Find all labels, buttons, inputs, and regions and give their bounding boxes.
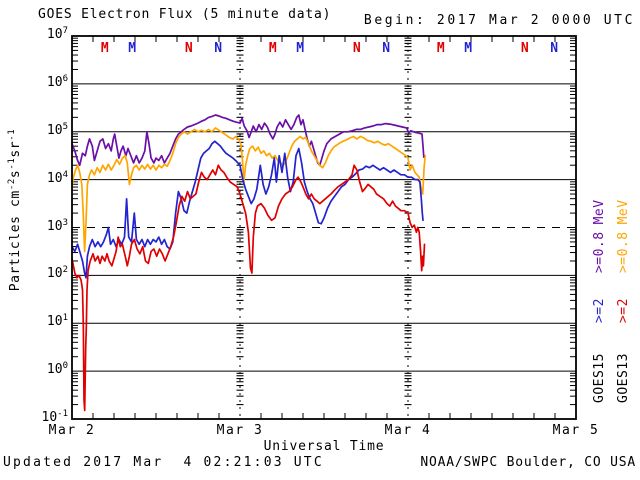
series-line-goes15_gt08: [71, 114, 425, 167]
marker-m-goes15: M: [464, 41, 473, 56]
x-tick-label: Mar 2: [48, 423, 96, 438]
marker-m-goes15: M: [128, 41, 137, 56]
marker-m-goes13: M: [100, 41, 109, 56]
marker-n-goes13: N: [520, 41, 529, 56]
chart-title: GOES Electron Flux (5 minute data): [38, 7, 332, 22]
x-tick-label: Mar 5: [552, 423, 600, 438]
y-gridlines: [72, 83, 576, 372]
legend-goes13-satellite-label: GOES13: [616, 353, 631, 403]
marker-n-goes15: N: [214, 41, 223, 56]
series-line-goes13_gt2: [71, 164, 426, 412]
legend-goes15-satellite-label: GOES15: [592, 353, 607, 403]
day-boundary-lines: [236, 36, 412, 419]
legend-goes15-unit-label: MeV: [592, 199, 607, 225]
x-tick-label: Mar 3: [216, 423, 264, 438]
credit-text: NOAA/SWPC Boulder, CO USA: [420, 455, 636, 470]
y-tick-label: 102: [46, 265, 68, 282]
legend-goes15-column: GOES15 >=2 >=0.8 MeV: [592, 151, 607, 403]
marker-n-goes13: N: [352, 41, 361, 56]
legend-goes15-gt2-label: >=2: [592, 298, 607, 324]
updated-timestamp: Updated 2017 Mar 4 02:21:03 UTC: [3, 455, 324, 470]
y-tick-label: 100: [46, 361, 68, 378]
legend-goes13-unit-label: MeV: [616, 199, 631, 225]
y-tick-label: 107: [46, 26, 68, 42]
y-tick-label: 106: [46, 73, 68, 90]
y-minor-ticks: [72, 37, 576, 406]
y-tick-label: 104: [46, 169, 68, 186]
y-tick-label: 103: [46, 217, 68, 234]
marker-n-goes13: N: [184, 41, 193, 56]
y-tick-label: 101: [46, 313, 68, 330]
y-tick-label: 10-1: [41, 409, 69, 425]
marker-n-goes15: N: [382, 41, 391, 56]
marker-m-goes13: M: [436, 41, 445, 56]
y-tick-label: 105: [46, 121, 68, 138]
x-tick-label: Mar 4: [384, 423, 432, 438]
x-axis-title: Universal Time: [263, 439, 385, 454]
y-axis-title: Particles cm-2s-1sr-1: [7, 128, 23, 292]
plot-frame: [71, 35, 577, 420]
legend-goes13-gt2-label: >=2: [616, 298, 631, 324]
marker-m-goes13: M: [268, 41, 277, 56]
legend-goes15-gt08-label: >=0.8: [592, 231, 607, 274]
series-line-goes15_gt2: [71, 140, 424, 279]
series-lines: [71, 114, 427, 412]
marker-m-goes15: M: [296, 41, 305, 56]
legend-goes13-column: GOES13 >=2 >=0.8 MeV: [616, 151, 631, 403]
begin-timestamp: Begin: 2017 Mar 2 0000 UTC: [363, 13, 635, 28]
x-minor-ticks: [92, 36, 556, 419]
marker-n-goes15: N: [550, 41, 559, 56]
legend-goes13-gt08-label: >=0.8: [616, 231, 631, 274]
